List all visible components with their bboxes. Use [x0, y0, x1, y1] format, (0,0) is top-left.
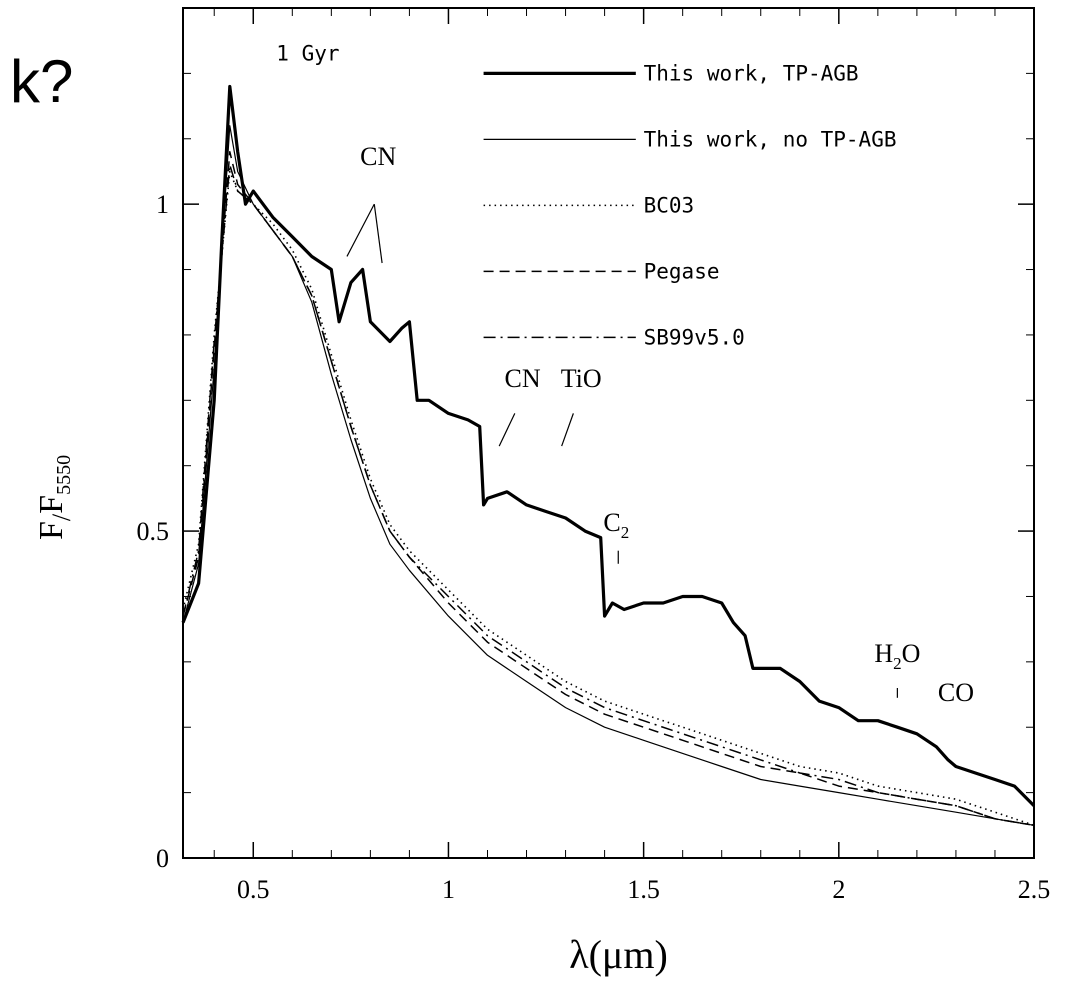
series-line-dashed: [182, 151, 1035, 827]
annotation-label: CN: [505, 364, 541, 393]
series-line-thin: [182, 125, 1035, 826]
annotation-pointer: [561, 413, 574, 447]
y-tick-label: 0: [156, 844, 169, 873]
series-line-dashdot: [182, 164, 1035, 827]
legend: This work, TP-AGB This work, no TP-AGB BC0…: [483, 61, 897, 349]
annotation-label: CN: [360, 142, 396, 171]
legend-entry: BC03: [644, 193, 695, 217]
legend-entry: SB99v5.0: [644, 325, 745, 349]
annotation-pointer: [346, 203, 375, 257]
series-group: [181, 84, 1036, 827]
plot-frame: [182, 7, 1035, 859]
x-tick-label: 1: [442, 875, 455, 904]
y-axis-title: F/F5550: [33, 455, 76, 540]
y-tick-label: 0.5: [137, 517, 170, 546]
slide-text-fragment: k?: [10, 48, 74, 115]
x-tick-label: 2.5: [1018, 875, 1051, 904]
x-axis-title: λ(μm): [569, 932, 668, 977]
legend-entry: Pegase: [644, 259, 720, 283]
y-tick-label: 1: [156, 190, 169, 219]
axis-titles: λ(μm) F/F5550: [33, 455, 668, 977]
annotation-label: TiO: [561, 364, 602, 393]
annotation-label: CO: [938, 678, 974, 707]
series-line-dotted: [182, 170, 1035, 827]
annotation-label: H2O: [874, 639, 920, 673]
x-tick-label: 2: [832, 875, 845, 904]
legend-entry: This work, no TP-AGB: [644, 127, 897, 151]
y-axis-title-text: F/F5550: [33, 455, 76, 540]
annotation-pointer: [498, 413, 516, 447]
annotations-group: CN CN TiO C2 H2O CO 1 Gyr: [276, 41, 974, 707]
x-tick-label: 1.5: [627, 875, 660, 904]
plot-axes: [182, 7, 1035, 859]
axis-ticks: 0.5 1 1.5 2 2.5 0 0.5 1: [137, 8, 1051, 904]
legend-entry: This work, TP-AGB: [644, 61, 859, 85]
series-line-thick: [181, 84, 1036, 807]
panel-label: 1 Gyr: [276, 41, 339, 65]
annotation-pointer: [373, 204, 383, 264]
x-tick-label: 0.5: [237, 875, 270, 904]
annotation-label: C2: [603, 508, 629, 542]
